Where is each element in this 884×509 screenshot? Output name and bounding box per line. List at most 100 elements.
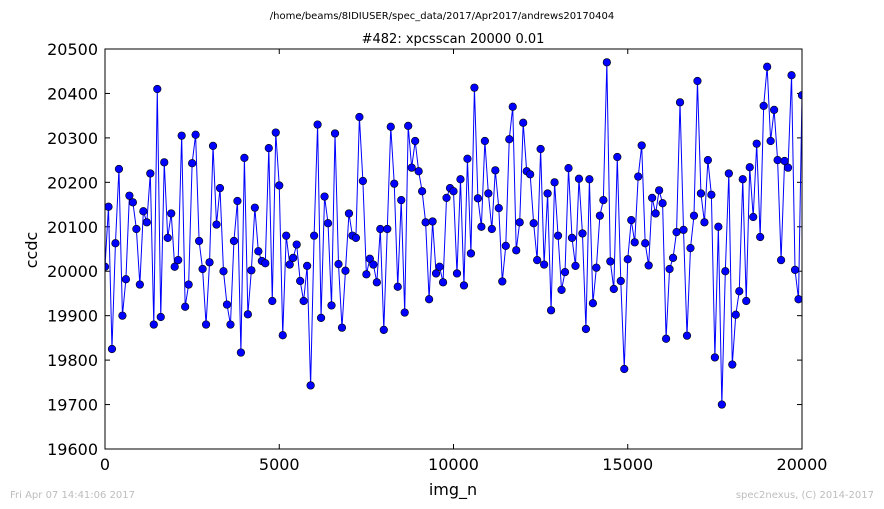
x-tick-label: 15000 bbox=[602, 455, 653, 474]
y-tick-label: 20100 bbox=[47, 218, 98, 237]
data-point bbox=[407, 163, 416, 172]
data-point bbox=[184, 280, 193, 289]
data-point bbox=[114, 164, 124, 174]
y-tick-label: 20500 bbox=[47, 40, 98, 59]
data-point bbox=[644, 261, 653, 270]
data-point bbox=[351, 233, 361, 242]
data-point bbox=[330, 129, 340, 138]
data-point bbox=[456, 175, 465, 184]
data-point bbox=[679, 225, 688, 234]
data-point bbox=[742, 296, 751, 306]
data-point bbox=[620, 364, 629, 374]
data-point bbox=[111, 239, 120, 248]
data-point bbox=[812, 192, 820, 200]
data-point bbox=[229, 236, 239, 246]
data-point bbox=[341, 266, 350, 275]
data-point bbox=[776, 256, 786, 265]
y-tick-label: 20300 bbox=[47, 129, 98, 148]
data-point bbox=[749, 212, 758, 222]
data-point bbox=[442, 193, 451, 202]
chart-subtitle: /home/beams/8IDIUSER/spec_data/2017/Apr2… bbox=[270, 11, 614, 22]
data-point bbox=[487, 224, 496, 234]
data-point bbox=[313, 120, 322, 129]
data-point bbox=[372, 278, 381, 287]
data-point bbox=[264, 144, 273, 153]
data-point bbox=[400, 308, 409, 317]
data-point bbox=[125, 191, 134, 200]
data-point bbox=[637, 141, 646, 150]
data-point bbox=[560, 268, 570, 277]
data-point bbox=[526, 170, 535, 179]
data-point bbox=[480, 136, 489, 146]
data-point bbox=[174, 256, 183, 265]
data-point bbox=[773, 156, 782, 165]
data-point bbox=[630, 238, 639, 247]
data-point bbox=[271, 128, 280, 137]
data-point bbox=[316, 313, 326, 322]
data-point bbox=[195, 236, 204, 246]
y-axis-label: ccdc bbox=[22, 232, 41, 269]
data-point bbox=[121, 275, 131, 284]
y-tick-label: 19600 bbox=[47, 440, 98, 459]
data-point bbox=[466, 249, 476, 258]
data-point bbox=[156, 312, 165, 322]
data-point bbox=[386, 122, 395, 131]
data-point bbox=[501, 241, 510, 250]
data-point bbox=[592, 263, 601, 272]
data-point bbox=[233, 196, 242, 206]
data-point bbox=[105, 202, 113, 211]
data-point bbox=[411, 136, 420, 146]
data-point bbox=[714, 222, 723, 231]
data-point bbox=[379, 325, 388, 334]
data-point bbox=[376, 224, 385, 234]
data-point bbox=[661, 334, 671, 343]
data-point bbox=[337, 323, 347, 332]
data-point bbox=[546, 306, 556, 315]
data-point bbox=[655, 186, 664, 195]
data-point bbox=[327, 301, 336, 310]
data-point bbox=[797, 91, 802, 100]
data-point bbox=[567, 233, 577, 242]
data-point bbox=[756, 232, 765, 242]
data-point bbox=[595, 211, 604, 220]
data-point bbox=[623, 255, 632, 264]
data-point bbox=[128, 198, 137, 207]
data-point bbox=[477, 222, 486, 231]
data-point bbox=[787, 71, 796, 80]
data-point bbox=[243, 310, 252, 319]
data-point bbox=[823, 69, 831, 77]
data-point bbox=[505, 135, 514, 144]
data-point bbox=[282, 231, 291, 240]
data-point bbox=[837, 260, 845, 268]
data-point bbox=[135, 280, 144, 289]
data-point bbox=[435, 262, 444, 271]
data-point bbox=[160, 158, 169, 167]
data-point bbox=[553, 231, 563, 240]
data-point bbox=[578, 229, 587, 238]
data-point bbox=[431, 269, 441, 278]
data-point bbox=[358, 176, 367, 186]
data-point bbox=[844, 236, 852, 244]
data-point bbox=[208, 141, 218, 150]
data-point bbox=[452, 269, 462, 278]
data-point bbox=[512, 246, 521, 255]
data-point bbox=[404, 121, 413, 130]
data-point bbox=[163, 233, 172, 242]
data-point bbox=[449, 187, 458, 196]
data-point bbox=[519, 118, 528, 127]
data-point bbox=[599, 196, 608, 205]
data-point bbox=[484, 189, 493, 198]
data-point bbox=[745, 163, 754, 172]
data-point bbox=[783, 163, 793, 172]
data-point bbox=[289, 253, 298, 262]
data-point bbox=[414, 167, 423, 176]
data-point bbox=[721, 267, 730, 276]
data-point bbox=[201, 320, 211, 329]
data-point bbox=[864, 127, 872, 135]
data-point bbox=[494, 204, 503, 213]
data-point bbox=[819, 321, 827, 329]
data-point bbox=[536, 144, 545, 154]
data-point bbox=[320, 192, 329, 201]
data-point bbox=[707, 190, 716, 199]
data-point bbox=[658, 199, 667, 208]
